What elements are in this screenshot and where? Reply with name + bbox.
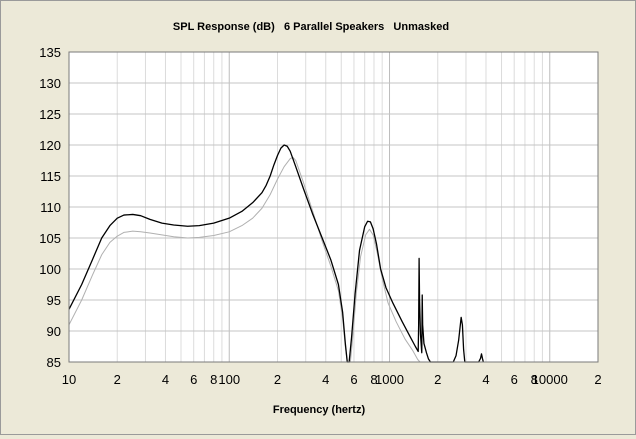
x-tick-label: 6	[190, 372, 197, 387]
x-tick-label: 4	[322, 372, 329, 387]
x-tick-label: 4	[162, 372, 169, 387]
x-tick-label: 2	[274, 372, 281, 387]
y-tick-label: 125	[39, 107, 61, 122]
y-tick-label: 95	[47, 293, 61, 308]
series-line	[68, 144, 484, 363]
x-tick-label: 10	[62, 372, 76, 387]
x-tick-label: 2	[434, 372, 441, 387]
x-tick-label: 1000	[375, 372, 404, 387]
y-tick-label: 85	[47, 355, 61, 370]
x-tick-label: 6	[350, 372, 357, 387]
series-line	[68, 156, 421, 363]
y-tick-label: 120	[39, 138, 61, 153]
plot-border	[68, 51, 599, 363]
y-tick-label: 115	[40, 169, 61, 184]
x-tick-label: 2	[114, 372, 121, 387]
y-tick-label: 90	[47, 324, 61, 339]
y-tick-label: 105	[39, 231, 61, 246]
y-tick-label: 130	[39, 76, 61, 91]
x-axis-label: Frequency (hertz)	[273, 404, 366, 416]
x-tick-label: 10000	[532, 372, 568, 387]
x-tick-label: 8	[370, 372, 377, 387]
x-tick-label: 100	[218, 372, 240, 387]
y-tick-label: 135	[39, 45, 61, 60]
chart-title: SPL Response (dB) 6 Parallel Speakers Un…	[173, 21, 449, 33]
x-tick-label: 2	[594, 372, 601, 387]
y-tick-label: 110	[40, 200, 61, 215]
series-layer	[68, 144, 484, 363]
x-tick-label: 8	[531, 372, 538, 387]
x-tick-label: 6	[511, 372, 518, 387]
x-tick-label: 8	[210, 372, 217, 387]
y-tick-labels: 85 90 95 100 105 110 115 120 125 130 135	[39, 45, 61, 370]
x-tick-label: 4	[482, 372, 489, 387]
y-tick-label: 100	[39, 262, 61, 277]
